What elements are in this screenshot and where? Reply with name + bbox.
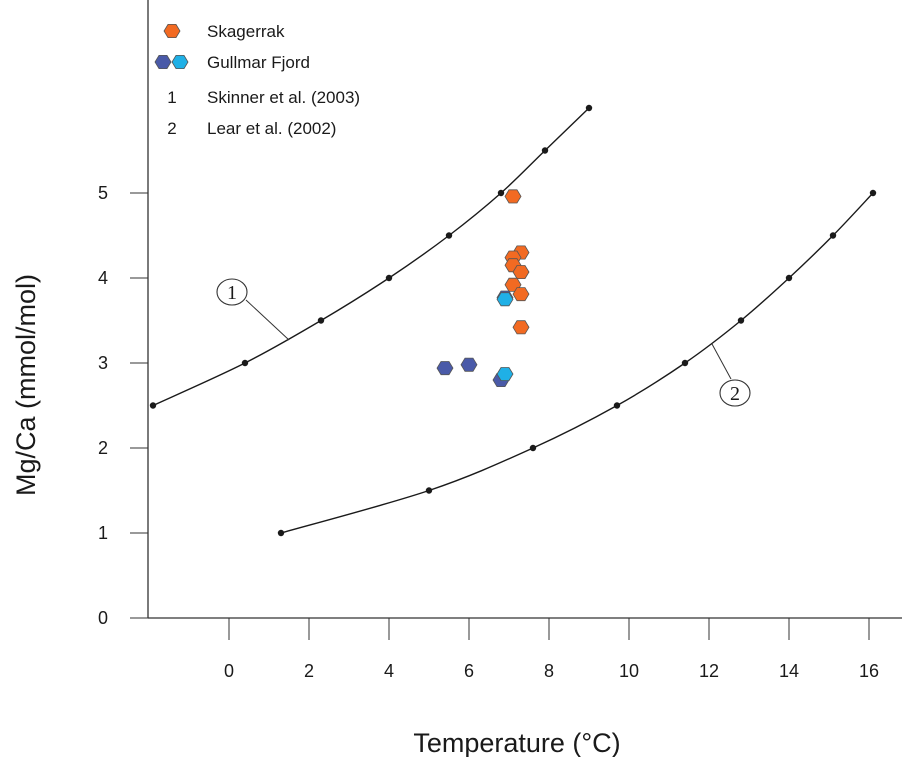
y-tick-label: 4 (98, 268, 108, 288)
curve-point (541, 147, 549, 154)
data-point-skagerrak (512, 265, 530, 279)
legend-label: Gullmar Fjord (207, 53, 310, 72)
x-tick-label: 4 (384, 661, 394, 681)
x-tick-label: 14 (779, 661, 799, 681)
x-tick-label: 10 (619, 661, 639, 681)
curve-label-leader (711, 343, 732, 380)
legend-swatch (171, 55, 189, 69)
data-point-skagerrak (512, 287, 530, 302)
y-axis-title: Mg/Ca (mmol/mol) (11, 274, 41, 496)
x-tick-label: 6 (464, 661, 474, 681)
curve-label-1: 1 (227, 282, 237, 304)
curve-point (497, 189, 505, 197)
x-tick-label: 8 (544, 661, 554, 681)
data-point-skagerrak (512, 320, 530, 335)
data-point-gullmar-fjord (496, 292, 514, 307)
curve-label-circle (216, 278, 248, 306)
curve-label-2: 2 (730, 383, 740, 405)
curve-point (613, 402, 621, 409)
x-axis-title: Temperature (°C) (413, 728, 620, 757)
curve-point (277, 529, 285, 537)
curve-point (585, 104, 593, 112)
y-tick-label: 1 (98, 523, 108, 543)
curve-point (241, 359, 249, 367)
curve-point (869, 189, 877, 197)
curve-point (737, 317, 745, 324)
data-point-gullmar-fjord (496, 367, 514, 381)
x-tick-label: 12 (699, 661, 719, 681)
calibration-curves: 12 (149, 104, 877, 537)
curve-label-circle (719, 379, 751, 407)
y-tick-label: 0 (98, 608, 108, 628)
legend-label: Skagerrak (207, 22, 285, 41)
y-tick-label: 5 (98, 183, 108, 203)
y-tick-label: 2 (98, 438, 108, 458)
legend-label: Lear et al. (2002) (207, 119, 336, 138)
data-point-gullmar-fjord (436, 361, 454, 376)
curve-point (829, 232, 837, 239)
curve-point (149, 402, 157, 409)
legend: Skagerrak Gullmar Fjord 1 Skinner et al. (2… (154, 22, 360, 138)
curve-point (681, 359, 689, 367)
curve-point (785, 274, 793, 282)
y-tick-label: 3 (98, 353, 108, 373)
x-tick-label: 2 (304, 661, 314, 681)
x-tick-label: 0 (224, 661, 234, 681)
data-point-gullmar-fjord (460, 357, 478, 372)
curve-point (425, 487, 433, 494)
curve-point (529, 444, 537, 452)
calibration-curve-2 (280, 192, 874, 534)
plot-frame (147, 0, 902, 619)
curve-label-leader (245, 299, 290, 341)
curve-point (385, 274, 393, 282)
curve-point (445, 232, 453, 239)
data-point-skagerrak (504, 189, 522, 204)
legend-number: 2 (167, 119, 176, 138)
legend-swatch (163, 24, 181, 38)
x-tick-label: 16 (859, 661, 879, 681)
legend-swatch (154, 55, 172, 69)
curve-point (317, 317, 325, 324)
data-points (436, 189, 530, 387)
legend-number: 1 (167, 88, 176, 107)
legend-label: Skinner et al. (2003) (207, 88, 360, 107)
